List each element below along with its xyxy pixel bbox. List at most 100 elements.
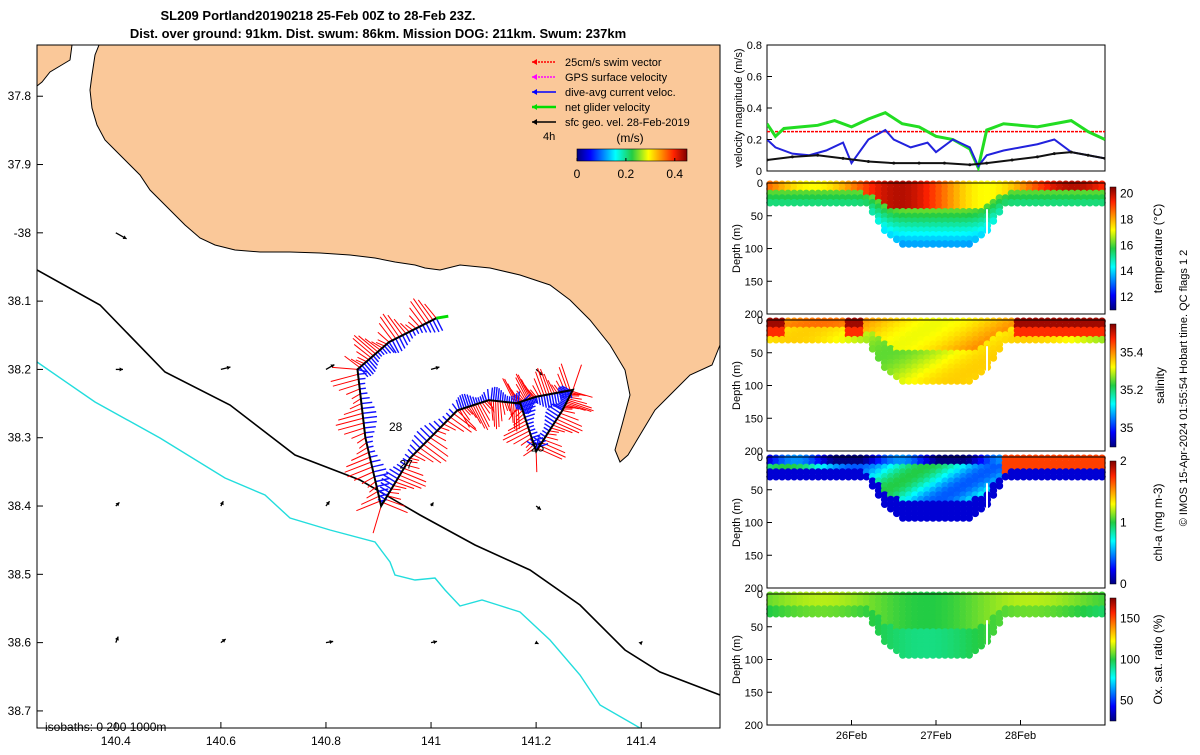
section-sample [996,482,1004,490]
velocity-marker [1011,158,1014,161]
section-colorbar [1110,187,1116,310]
map-x-tick-label: 140.6 [206,734,236,748]
section-y-tick-label: 100 [745,518,763,530]
section-colorbar-tick-label: 35 [1120,421,1134,435]
section-ylabel: Depth (m) [731,224,743,273]
section-colorbar-tick-label: 50 [1120,694,1134,708]
current-vector [511,396,512,403]
section-y-tick-label: 0 [757,589,763,601]
net-velocity-vector [436,316,448,318]
section-colorbar-tick-label: 35.4 [1120,345,1144,359]
section-y-tick-label: 150 [745,276,763,288]
map-x-tick-label: 141.4 [626,734,656,748]
section-x-tick-label: 26Feb [836,730,867,742]
legend-label: GPS surface velocity [565,72,668,84]
colorbar-unit-label: (m/s) [616,131,643,145]
map-y-tick-label: -38 [14,226,32,240]
section-x-tick-label: 28Feb [1005,730,1036,742]
section-sample [965,240,973,248]
velocity-y-tick-label: 0 [756,166,762,178]
speed-colorbar [577,149,687,161]
velocity-marker [1053,152,1056,155]
velocity-marker [1087,154,1090,157]
section-sample [971,236,979,244]
legend-label: dive-avg current veloc. [565,87,676,99]
section-sample [977,505,985,513]
day-label: 27 [400,457,414,471]
section-sample [977,642,985,650]
vector-scale-label: 4h [543,131,555,143]
current-vector [505,394,506,401]
day-label: 25 [531,440,545,454]
section-sample [971,647,979,655]
velocity-marker [1036,155,1039,158]
section-y-tick-label: 100 [745,381,763,393]
section-sample [990,217,998,225]
section-sample [977,368,985,376]
section-y-tick-label: 150 [745,687,763,699]
section-colorbar [1110,598,1116,721]
map-y-tick-label: 38.1 [8,294,32,308]
imos-credit: © IMOS 15-Apr-2024 01:55:54 Hobart time.… [1178,250,1190,527]
map-x-tick-label: 141 [421,734,441,748]
section-sample [965,514,973,522]
section-sample [996,345,1004,353]
section-colorbar-tick-label: 150 [1120,612,1140,626]
figure-title-line2: Dist. over ground: 91km. Dist. swum: 86k… [130,26,626,41]
section-sample [990,628,998,636]
isobath-label: isobaths: 0 200 1000m [45,720,166,734]
section-y-tick-label: 0 [757,452,763,464]
section-x-tick-label: 27Feb [920,730,951,742]
section-colorbar [1110,324,1116,447]
section-sample [990,491,998,499]
section-y-tick-label: 0 [757,178,763,190]
section-colorbar-label: temperature (°C) [1151,204,1165,294]
section-colorbar-label: chl-a (mg m-3) [1151,483,1165,561]
map-y-tick-label: 38.2 [8,362,32,376]
section-colorbar-tick-label: 1 [1120,516,1127,530]
map-x-tick-label: 140.4 [101,734,131,748]
velocity-marker [867,160,870,163]
colorbar-tick-label: 0.2 [618,167,635,181]
section-y-tick-label: 50 [751,485,763,497]
section-sample [965,377,973,385]
section-sample [996,619,1004,627]
section-sample [965,651,973,659]
velocity-y-tick-label: 0.4 [747,103,762,115]
velocity-marker [791,155,794,158]
section-colorbar-tick-label: 0 [1120,577,1127,591]
velocity-marker [943,162,946,165]
section-y-tick-label: 0 [757,315,763,327]
velocity-marker [1104,157,1107,160]
section-colorbar [1110,461,1116,584]
section-colorbar-label: Ox. sat. ratio (%) [1151,614,1165,704]
figure-title-line1: SL209 Portland20190218 25-Feb 00Z to 28-… [160,8,475,23]
velocity-marker [892,162,895,165]
section-y-tick-label: 100 [745,244,763,256]
velocity-panel: 00.20.40.60.8 velocity magnitude (m/s) [733,40,1107,178]
colorbar-tick-label: 0.4 [666,167,683,181]
section-y-tick-label: 50 [751,622,763,634]
velocity-y-tick-label: 0.6 [747,72,762,84]
section-ylabel: Depth (m) [731,635,743,684]
section-sample [977,231,985,239]
velocity-marker [766,158,769,161]
section-y-tick-label: 150 [745,413,763,425]
section-colorbar-tick-label: 2 [1120,454,1127,468]
section-ylabel: Depth (m) [731,361,743,410]
section-sample [971,373,979,381]
map-x-tick-label: 141.2 [521,734,551,748]
velocity-marker [918,162,921,165]
section-colorbar-tick-label: 14 [1120,264,1134,278]
current-vector [514,395,515,403]
section-colorbar-tick-label: 100 [1120,653,1140,667]
map-y-tick-label: 38.6 [8,636,32,650]
velocity-marker [816,154,819,157]
section-ylabel: Depth (m) [731,498,743,547]
section-sample [971,510,979,518]
